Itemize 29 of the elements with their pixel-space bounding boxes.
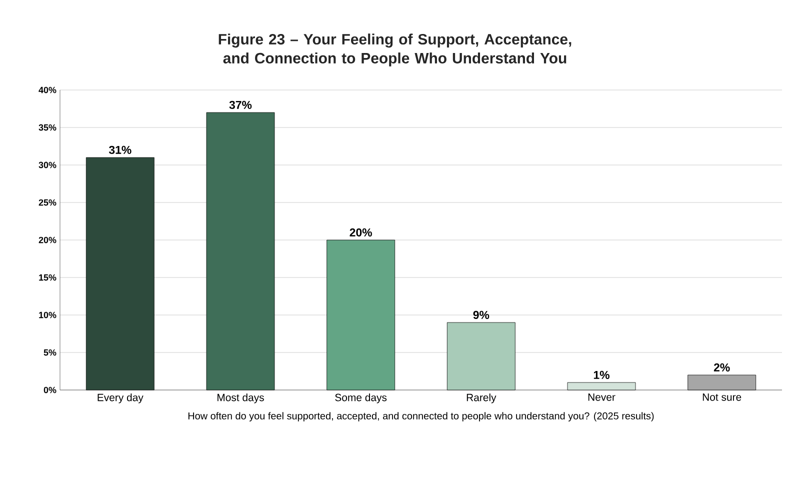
y-tick-label: 20% [38,236,56,244]
x-tick-label: Not sure [702,394,742,401]
x-tick-label: Most days [218,394,264,404]
data-label: 1% [594,370,610,379]
y-tick-label: 5% [44,349,56,356]
y-tick-label: 15% [39,274,56,281]
x-axis-title: How often do you feel supported, accepted, and connected to people who understand you? (2025 results) [188,412,654,422]
y-tick-label: 10% [39,312,56,318]
bar [206,112,275,390]
bar [688,374,756,390]
y-tick-label: 40% [38,86,56,94]
chart-title: Figure 23 – Your Feeling of Support, Acceptance, and Connection to People Who Understand You [218,34,572,66]
data-label: 37% [229,100,252,109]
bar [86,157,154,390]
data-label: 9% [473,310,490,319]
x-tick-label: Some days [335,394,387,404]
x-tick-label: Never [588,394,616,401]
y-tick-label: 35% [38,124,56,131]
data-label: 20% [350,228,372,236]
x-tick-label: Every day [98,394,144,404]
y-tick-label: 25% [38,199,56,206]
data-label: 31% [108,146,132,154]
x-tick-label: Rarely [466,394,496,404]
bar [567,382,636,390]
data-label: 2% [714,363,730,372]
bar [326,240,396,390]
bar [446,322,516,390]
y-tick-label: 30% [38,162,56,168]
y-tick-label: 0% [44,386,56,394]
